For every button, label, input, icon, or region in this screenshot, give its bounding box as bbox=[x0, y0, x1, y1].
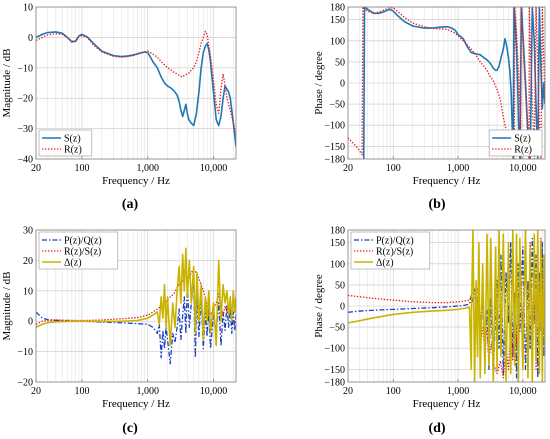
chart-d-legend-label-3: Δ(z) bbox=[376, 258, 394, 269]
chart-c-ylabel: Magnitude / dB bbox=[1, 271, 13, 340]
chart-b-ylabel: Phase / degree bbox=[313, 51, 325, 115]
chart-d-legend-label-2: R(z)/S(z) bbox=[376, 247, 413, 258]
chart-a-legend: S(z)R(z) bbox=[38, 129, 93, 157]
chart-b-ytick-label: 50 bbox=[335, 57, 345, 68]
chart-a-series-1-line bbox=[36, 31, 236, 147]
chart-b-legend-box bbox=[488, 129, 543, 157]
chart-b-series-2-line bbox=[348, 7, 545, 159]
chart-d-ytick-label: −150 bbox=[324, 365, 345, 376]
chart-a-xlabel: Frequency / Hz bbox=[102, 175, 170, 187]
chart-a-frame bbox=[35, 6, 237, 160]
chart-d-ytick-label: 100 bbox=[330, 259, 345, 270]
chart-a: 20 100 1,000 10,000 −40 −30 −20 −10 0 10 Frequency… bbox=[1, 3, 237, 212]
chart-d-series-2-line bbox=[348, 237, 545, 379]
chart-c-ytick-label: −10 bbox=[17, 347, 33, 358]
chart-d-ytick-label: −180 bbox=[324, 378, 345, 389]
chart-d-ylabel: Phase / degree bbox=[313, 274, 325, 338]
chart-c-panel-label: (c) bbox=[122, 421, 138, 436]
chart-a-ytick-label: −10 bbox=[17, 63, 33, 74]
chart-a-ylabel: Magnitude / dB bbox=[1, 48, 13, 117]
chart-d-series-3-line bbox=[348, 230, 545, 382]
chart-b-ytick-label: 180 bbox=[330, 3, 345, 14]
chart-c-ytick-label: 10 bbox=[23, 286, 33, 297]
chart-d-legend-label-1: P(z)/Q(z) bbox=[376, 236, 414, 247]
chart-d-panel-label: (d) bbox=[428, 421, 445, 436]
chart-b-legend-label-1: S(z) bbox=[514, 134, 531, 145]
chart-b-ytick-label: 100 bbox=[330, 36, 345, 47]
chart-b: 20 100 1,000 10,000 −180 −150 −100 −50 0 50 100 150… bbox=[313, 3, 546, 212]
chart-c-xtick-label: 1,000 bbox=[136, 386, 159, 397]
chart-d-legend: P(z)/Q(z)R(z)/S(z)Δ(z) bbox=[350, 231, 431, 270]
chart-b-legend-label-2: R(z) bbox=[514, 145, 532, 156]
chart-d-ytick-label: −100 bbox=[324, 344, 345, 355]
chart-c-ytick-label: 20 bbox=[23, 256, 33, 267]
chart-a-xtick-label: 20 bbox=[31, 163, 41, 174]
chart-c-legend-label-2: R(z)/S(z) bbox=[64, 247, 101, 258]
chart-a-series-2-line bbox=[36, 30, 236, 135]
chart-a-ytick-label: 10 bbox=[23, 3, 33, 14]
chart-c-legend: P(z)/Q(z)R(z)/S(z)Δ(z) bbox=[38, 231, 119, 270]
chart-b-ytick-label: −180 bbox=[324, 155, 345, 166]
chart-a-legend-label-1: S(z) bbox=[64, 134, 81, 145]
chart-c-xlabel: Frequency / Hz bbox=[102, 398, 170, 410]
chart-b-xlabel: Frequency / Hz bbox=[413, 175, 481, 187]
chart-b-legend: S(z)R(z) bbox=[488, 129, 543, 157]
chart-d-xtick-label: 1,000 bbox=[447, 386, 470, 397]
chart-d-xlabel: Frequency / Hz bbox=[413, 398, 481, 410]
chart-d-frame bbox=[347, 229, 546, 383]
chart-b-xtick-label: 1,000 bbox=[447, 163, 470, 174]
chart-c-frame bbox=[35, 229, 237, 383]
chart-a-ytick-label: −40 bbox=[17, 155, 33, 166]
chart-a-xtick-label: 1,000 bbox=[136, 163, 159, 174]
chart-b-ytick-label: −100 bbox=[324, 121, 345, 132]
chart-a-ytick-label: 0 bbox=[28, 33, 33, 44]
chart-b-ytick-label: −50 bbox=[329, 100, 345, 111]
chart-b-frame bbox=[347, 6, 546, 160]
chart-c-series-3-line bbox=[36, 247, 236, 347]
chart-d-ytick-label: 180 bbox=[330, 226, 345, 237]
chart-a-legend-box bbox=[38, 129, 93, 157]
chart-b-ytick-label: 0 bbox=[340, 79, 345, 90]
chart-b-xtick-label: 10,000 bbox=[509, 163, 537, 174]
chart-a-ytick-label: −20 bbox=[17, 94, 33, 105]
chart-d-ytick-label: −50 bbox=[329, 323, 345, 334]
chart-b-xtick-label: 100 bbox=[386, 163, 401, 174]
chart-a-legend-label-2: R(z) bbox=[64, 145, 82, 156]
chart-b-panel-label: (b) bbox=[428, 197, 445, 212]
chart-c-legend-label-1: P(z)/Q(z) bbox=[64, 236, 102, 247]
chart-d-xtick-label: 20 bbox=[343, 386, 353, 397]
chart-d-ytick-label: 0 bbox=[340, 302, 345, 313]
chart-d-ytick-label: 50 bbox=[335, 280, 345, 291]
chart-a-ytick-label: −30 bbox=[17, 124, 33, 135]
chart-d-xtick-label: 10,000 bbox=[509, 386, 537, 397]
chart-c-xtick-label: 20 bbox=[31, 386, 41, 397]
chart-c-ytick-label: 30 bbox=[23, 226, 33, 237]
chart-a-xtick-label: 100 bbox=[74, 163, 89, 174]
chart-c-legend-label-3: Δ(z) bbox=[64, 258, 82, 269]
chart-c: 20 100 1,000 10,000 −20 −10 0 10 20 30 Frequency /… bbox=[1, 226, 237, 436]
chart-a-xtick-label: 10,000 bbox=[200, 163, 228, 174]
chart-c-xtick-label: 10,000 bbox=[200, 386, 228, 397]
chart-b-series-1-line bbox=[362, 7, 545, 159]
chart-d-xtick-label: 100 bbox=[386, 386, 401, 397]
chart-b-ytick-label: 150 bbox=[330, 15, 345, 26]
chart-b-ytick-label: −150 bbox=[324, 142, 345, 153]
chart-b-xtick-label: 20 bbox=[343, 163, 353, 174]
chart-c-ytick-label: −20 bbox=[17, 378, 33, 389]
chart-d: 20 100 1,000 10,000 −180 −150 −100 −50 0 50 100 150… bbox=[313, 226, 546, 436]
chart-c-ytick-label: 0 bbox=[28, 317, 33, 328]
chart-d-ytick-label: 150 bbox=[330, 238, 345, 249]
chart-d-legend-box bbox=[350, 231, 431, 270]
chart-a-panel-label: (a) bbox=[122, 197, 139, 212]
chart-c-xtick-label: 100 bbox=[74, 386, 89, 397]
